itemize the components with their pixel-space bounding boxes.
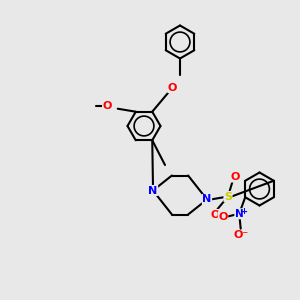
Text: +: +	[240, 207, 247, 216]
Text: N: N	[202, 194, 211, 205]
Text: O: O	[103, 101, 112, 111]
Text: S: S	[224, 191, 232, 202]
Text: O: O	[218, 212, 228, 222]
Text: N: N	[148, 185, 158, 196]
Text: N: N	[235, 209, 244, 219]
Text: O⁻: O⁻	[233, 230, 248, 240]
Text: O: O	[168, 82, 177, 93]
Text: O: O	[230, 172, 240, 182]
Text: O: O	[210, 209, 220, 220]
